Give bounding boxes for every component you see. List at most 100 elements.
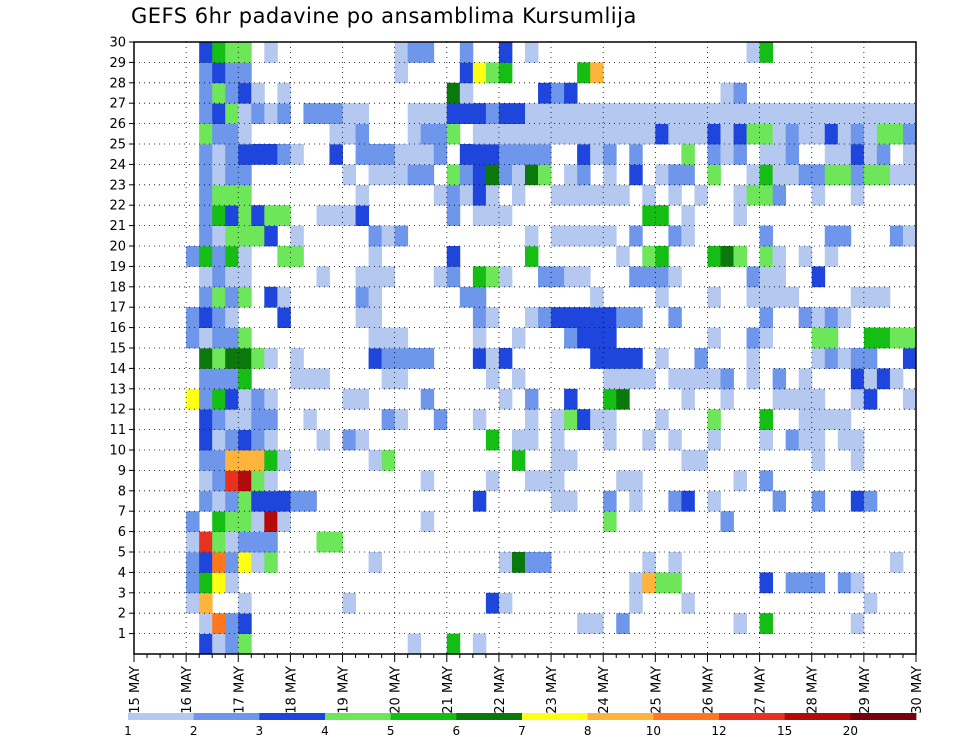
heatmap-cell <box>668 490 682 512</box>
heatmap-cell <box>629 490 643 512</box>
heatmap-cell <box>225 388 239 410</box>
heatmap-cell <box>238 490 252 512</box>
heatmap-cell <box>603 123 617 145</box>
heatmap-cell <box>525 552 539 573</box>
y-tick-label: 16 <box>109 321 126 336</box>
heatmap-cell <box>199 348 213 369</box>
heatmap-cell <box>225 144 239 165</box>
heatmap-cell <box>290 246 304 267</box>
heatmap-cell <box>472 490 487 512</box>
heatmap-cell <box>251 531 265 553</box>
heatmap-cell <box>238 42 252 63</box>
heatmap-cell <box>577 144 591 165</box>
heatmap-cell <box>394 144 409 165</box>
heatmap-cell <box>590 144 604 165</box>
heatmap-cell <box>381 144 396 165</box>
heatmap-cell <box>498 62 513 84</box>
heatmap-cell <box>433 123 448 145</box>
heatmap-cell <box>525 123 539 145</box>
heatmap-cell <box>551 490 565 512</box>
heatmap-cell <box>238 123 252 145</box>
heatmap-cell <box>590 184 604 206</box>
heatmap-cell <box>368 164 383 186</box>
heatmap-cell <box>850 429 865 451</box>
heatmap-cell <box>511 184 526 206</box>
heatmap-cell <box>342 592 356 614</box>
heatmap-cell <box>225 42 239 63</box>
heatmap-cell <box>420 470 435 492</box>
heatmap-cell <box>551 266 565 288</box>
heatmap-cell <box>433 144 448 165</box>
heatmap-cell <box>264 511 278 532</box>
heatmap-cell <box>772 368 787 390</box>
heatmap-cell <box>381 368 396 390</box>
heatmap-cell <box>342 164 356 186</box>
heatmap-cell <box>720 103 734 124</box>
heatmap-cell <box>407 123 422 145</box>
heatmap-cell <box>759 613 774 634</box>
heatmap-cell <box>251 450 265 471</box>
heatmap-cell <box>798 246 813 267</box>
legend-swatch <box>587 713 654 720</box>
heatmap-cell <box>225 429 239 451</box>
x-tick-label: 28 MAY <box>806 666 821 714</box>
heatmap-cell <box>642 103 656 124</box>
x-tick-label: 29 MAY <box>858 666 873 714</box>
heatmap-cell <box>772 164 787 186</box>
heatmap-cell <box>850 450 865 471</box>
heatmap-cell <box>707 164 721 186</box>
heatmap-cell <box>238 62 252 84</box>
heatmap-cell <box>655 286 669 308</box>
heatmap-cell <box>251 409 265 430</box>
heatmap-cell <box>238 266 252 288</box>
heatmap-cell <box>668 368 682 390</box>
heatmap-cell <box>277 82 291 104</box>
heatmap-cell <box>212 164 226 186</box>
heatmap-cell <box>629 307 643 328</box>
heatmap-cell <box>668 266 682 288</box>
heatmap-cell <box>590 286 604 308</box>
heatmap-cell <box>368 286 383 308</box>
heatmap-cell <box>538 552 552 573</box>
heatmap-cell <box>538 103 552 124</box>
heatmap-cell <box>590 103 604 124</box>
heatmap-cell <box>225 368 239 390</box>
heatmap-cell <box>785 286 800 308</box>
heatmap-cell <box>459 164 474 186</box>
heatmap-cell <box>785 164 800 186</box>
legend-swatch <box>850 713 917 720</box>
heatmap-cell <box>707 103 721 124</box>
heatmap-cell <box>811 348 826 369</box>
heatmap-cell <box>212 286 226 308</box>
legend-swatch <box>653 713 720 720</box>
heatmap-cell <box>511 552 526 573</box>
heatmap-cell <box>212 82 226 104</box>
heatmap-cell <box>225 82 239 104</box>
heatmap-cell <box>472 144 487 165</box>
heatmap-cell <box>629 368 643 390</box>
heatmap-cell <box>212 633 226 655</box>
heatmap-cell <box>681 103 695 124</box>
heatmap-cell <box>420 42 435 63</box>
heatmap-cell <box>264 225 278 247</box>
heatmap-cell <box>811 450 826 471</box>
heatmap-cell <box>850 123 865 145</box>
heatmap-cell <box>681 123 695 145</box>
heatmap-cell <box>902 327 917 349</box>
heatmap-cell <box>603 511 617 532</box>
heatmap-cell <box>564 164 578 186</box>
heatmap-cell <box>902 225 917 247</box>
heatmap-cell <box>785 144 800 165</box>
heatmap-cell <box>186 592 200 614</box>
heatmap-cell <box>525 42 539 63</box>
heatmap-cell <box>577 184 591 206</box>
heatmap-cell <box>472 633 487 655</box>
y-axis: 1234567891011121314151617181920212223242… <box>109 36 134 642</box>
y-tick-label: 21 <box>109 219 126 234</box>
heatmap-cell <box>824 225 839 247</box>
heatmap-cell <box>811 409 826 430</box>
heatmap-cell <box>902 103 917 124</box>
legend-label: 15 <box>777 724 792 738</box>
heatmap-cell <box>551 470 565 492</box>
heatmap-cell <box>694 123 708 145</box>
